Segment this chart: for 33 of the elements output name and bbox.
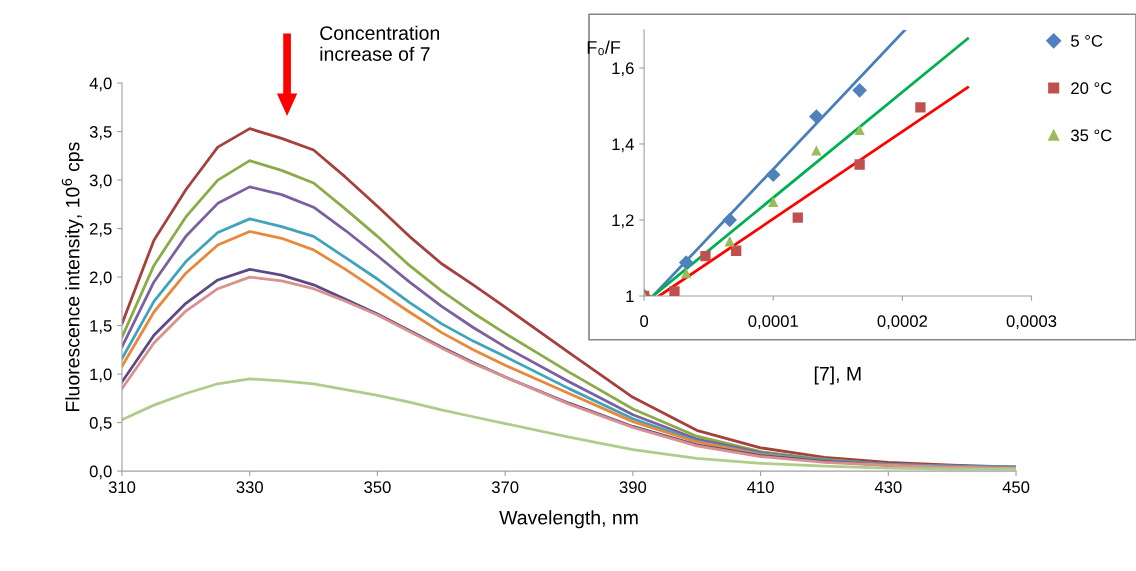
x-tick-label: 410 — [747, 481, 774, 494]
y-axis-title: F₀/F — [587, 40, 621, 56]
x-tick-label: 350 — [364, 481, 391, 494]
x-tick-label: 330 — [236, 481, 263, 494]
y-tick-label: 1,0 — [90, 368, 112, 383]
x-tick-label: 0,0001 — [748, 315, 798, 329]
y-tick-label: 2,0 — [89, 271, 112, 286]
y-axis-title: Fluorescence intensity, 10$^{6}$ cps — [61, 142, 84, 412]
x-tick-label: 390 — [619, 481, 647, 494]
legend-label: 5 °C — [1071, 35, 1103, 47]
x-axis-title: [7], M — [814, 366, 861, 385]
y-tick-label: 1,6 — [612, 62, 634, 77]
y-tick-label: 1,2 — [612, 214, 634, 229]
y-tick-label: 3,0 — [89, 174, 112, 189]
x-axis-title: Wavelength, nm — [499, 510, 638, 529]
y-tick-label: 1 — [626, 290, 634, 303]
y-tick-label: 2,5 — [89, 222, 112, 237]
legend-label: 20 °C — [1071, 82, 1112, 95]
y-tick-label: 0,5 — [89, 416, 112, 431]
y-tick-label: 0,0 — [89, 465, 112, 480]
legend-label: 35 °C — [1071, 129, 1112, 142]
x-tick-label: 450 — [1002, 481, 1030, 494]
y-tick-label: 4,0 — [89, 77, 112, 92]
x-tick-label: 0,0003 — [1006, 315, 1057, 329]
x-tick-label: 310 — [108, 481, 136, 494]
text: Concentration increase of 7 — [320, 25, 440, 61]
y-tick-label: 1,5 — [90, 320, 112, 334]
x-tick-label: 0,0002 — [877, 315, 928, 329]
x-tick-label: 0 — [640, 315, 649, 327]
x-tick-label: 370 — [491, 481, 519, 494]
y-tick-label: 3,5 — [89, 125, 112, 140]
y-tick-label: 1,4 — [612, 138, 634, 153]
x-tick-label: 430 — [874, 481, 902, 494]
